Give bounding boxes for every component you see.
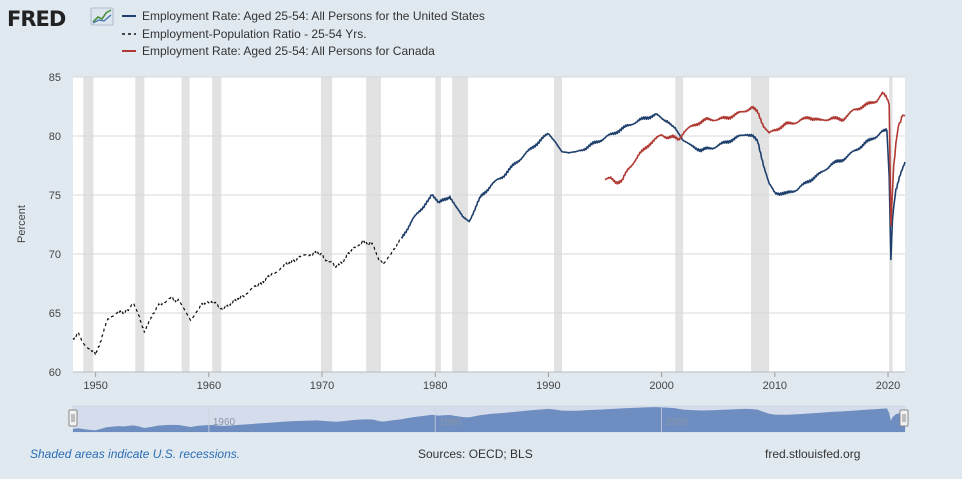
recession-band [181,77,190,372]
navigator-tick-label: 2000 [666,417,689,428]
logo-text: FRED [7,7,66,31]
navigator-series-area [73,407,905,432]
site-url[interactable]: fred.stlouisfed.org [765,447,861,461]
range-navigator[interactable]: 1960 1980 2000 [68,405,909,433]
fred-logo[interactable]: FRED [7,7,114,31]
x-tick-label: 1990 [536,380,560,392]
recession-band [320,77,333,372]
legend-label: Employment Rate: Aged 25-54: All Persons… [142,44,435,58]
x-tick-label: 2000 [649,380,673,392]
y-tick-label: 60 [49,367,61,379]
y-axis-title: Percent [16,205,28,243]
x-axis-ticks: 1950 1960 1970 1980 1990 2000 2010 2020 [73,371,905,392]
legend-item-canada[interactable]: Employment Rate: Aged 25-54: All Persons… [122,44,435,58]
navigator-ticks: 1960 1980 2000 [208,406,689,432]
recession-note[interactable]: Shaded areas indicate U.S. recessions. [30,447,241,461]
y-axis-ticks: 60 65 70 75 80 85 [49,72,61,379]
series-line-1[interactable] [400,113,906,261]
navigator-right-handle[interactable] [899,409,909,427]
series-line-0[interactable] [72,239,402,356]
recession-band [135,77,145,372]
x-tick-label: 1950 [83,380,107,392]
x-tick-label: 1980 [423,380,447,392]
recession-band [675,77,684,372]
y-tick-label: 80 [49,131,61,143]
series-line-2[interactable] [604,91,906,227]
y-tick-label: 85 [49,72,61,84]
navigator-tick-label: 1980 [439,417,462,428]
y-tick-label: 65 [49,308,61,320]
recession-band [212,77,222,372]
x-tick-label: 1960 [197,380,221,392]
x-tick-label: 2020 [876,380,900,392]
logo-graph-icon [90,7,114,26]
legend-item-epr[interactable]: Employment-Population Ratio - 25-54 Yrs. [122,27,367,41]
plot-area [73,77,905,372]
recession-band [452,77,469,372]
chart-legend: Employment Rate: Aged 25-54: All Persons… [122,9,485,58]
series-lines [72,91,906,356]
legend-label: Employment Rate: Aged 25-54: All Persons… [142,9,485,23]
x-tick-label: 1970 [310,380,334,392]
recession-band [554,77,563,372]
navigator-tick-label: 1960 [213,417,236,428]
recession-band [751,77,770,372]
recession-band [435,77,441,372]
y-tick-label: 70 [49,249,61,261]
navigator-left-handle[interactable] [68,409,78,427]
x-tick-label: 2010 [763,380,787,392]
y-tick-label: 75 [49,190,61,202]
legend-label: Employment-Population Ratio - 25-54 Yrs. [142,27,367,41]
recession-band [366,77,381,372]
recession-band [83,77,94,372]
legend-item-us[interactable]: Employment Rate: Aged 25-54: All Persons… [122,9,485,23]
sources-text: Sources: OECD; BLS [418,447,533,461]
